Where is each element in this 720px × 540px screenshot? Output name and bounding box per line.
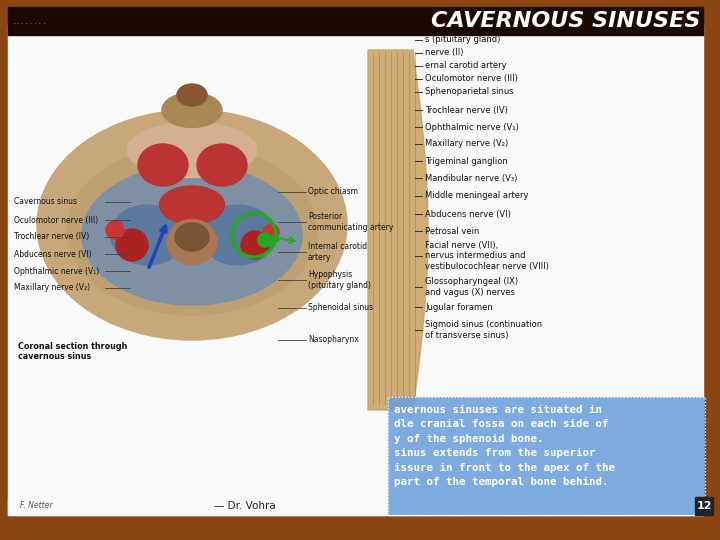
Text: 12: 12 — [696, 501, 712, 511]
Text: Petrosal vein: Petrosal vein — [425, 226, 480, 235]
Text: Facial nerve (VII),
nervus intermedius and
vestibulocochlear nerve (VIII): Facial nerve (VII), nervus intermedius a… — [425, 241, 549, 271]
Text: Trigeminal ganglion: Trigeminal ganglion — [425, 157, 508, 165]
Text: Oculomotor nerve (III): Oculomotor nerve (III) — [425, 75, 518, 84]
Bar — [8, 7, 703, 35]
Ellipse shape — [82, 165, 302, 305]
Ellipse shape — [106, 221, 124, 239]
Text: Coronal section through
cavernous sinus: Coronal section through cavernous sinus — [18, 342, 127, 361]
Text: Nasopharynx: Nasopharynx — [308, 335, 359, 345]
Text: avernous sinuses are situated in
dle cranial fossa on each side of
y of the sphe: avernous sinuses are situated in dle cra… — [394, 405, 615, 487]
Ellipse shape — [162, 92, 222, 127]
Text: F. Netter: F. Netter — [20, 502, 53, 510]
Text: Ophthalmic nerve (V₁): Ophthalmic nerve (V₁) — [425, 123, 519, 132]
Circle shape — [258, 233, 272, 247]
Text: Glossopharyngeal (IX)
and vagus (X) nerves: Glossopharyngeal (IX) and vagus (X) nerv… — [425, 278, 518, 296]
Ellipse shape — [37, 110, 347, 340]
Polygon shape — [368, 50, 428, 410]
Ellipse shape — [241, 231, 269, 259]
Text: Maxillary nerve (V₂): Maxillary nerve (V₂) — [14, 284, 90, 293]
Text: Middle meningeal artery: Middle meningeal artery — [425, 192, 528, 200]
Ellipse shape — [263, 224, 279, 240]
Bar — [8, 497, 703, 515]
Text: Trochlear nerve (IV): Trochlear nerve (IV) — [425, 105, 508, 114]
Ellipse shape — [138, 144, 188, 186]
Ellipse shape — [116, 229, 148, 261]
Text: Cavernous sinus: Cavernous sinus — [14, 198, 77, 206]
Ellipse shape — [67, 145, 317, 315]
Text: Hypophysis
(pituitary gland): Hypophysis (pituitary gland) — [308, 271, 371, 289]
Text: Oculomotor nerve (III): Oculomotor nerve (III) — [14, 215, 98, 225]
Bar — [695, 497, 713, 515]
Text: s (pituitary gland): s (pituitary gland) — [425, 36, 500, 44]
Text: ernal carotid artery: ernal carotid artery — [425, 62, 507, 71]
Text: Sphenoparietal sinus: Sphenoparietal sinus — [425, 87, 513, 97]
Ellipse shape — [177, 84, 207, 106]
Text: Posterior
communicating artery: Posterior communicating artery — [308, 212, 393, 232]
Ellipse shape — [110, 205, 186, 265]
Text: Sigmoid sinus (continuation
of transverse sinus): Sigmoid sinus (continuation of transvers… — [425, 320, 542, 340]
Ellipse shape — [127, 123, 257, 178]
FancyBboxPatch shape — [388, 397, 705, 515]
Text: Ophthalmic nerve (V₁): Ophthalmic nerve (V₁) — [14, 267, 99, 275]
Text: Maxillary nerve (V₂): Maxillary nerve (V₂) — [425, 139, 508, 148]
Text: .. . . . . . .: .. . . . . . . — [14, 19, 45, 25]
Text: Abducens nerve (VI): Abducens nerve (VI) — [425, 210, 511, 219]
Ellipse shape — [175, 223, 209, 251]
Ellipse shape — [160, 186, 225, 224]
Text: Trochlear nerve (IV): Trochlear nerve (IV) — [14, 233, 89, 241]
Text: Mandibular nerve (V₃): Mandibular nerve (V₃) — [425, 173, 518, 183]
Text: Optic chiasm: Optic chiasm — [308, 187, 358, 197]
Text: Sphenoidal sinus: Sphenoidal sinus — [308, 303, 373, 313]
Text: nerve (II): nerve (II) — [425, 49, 464, 57]
Ellipse shape — [200, 205, 276, 265]
Text: — Dr. Vohra: — Dr. Vohra — [214, 501, 276, 511]
Ellipse shape — [167, 219, 217, 265]
Text: Internal carotid
artery: Internal carotid artery — [308, 242, 367, 262]
Text: CAVERNOUS SINUSES: CAVERNOUS SINUSES — [431, 11, 700, 31]
Text: Jugular foramen: Jugular foramen — [425, 302, 492, 312]
Text: Abducens nerve (VI): Abducens nerve (VI) — [14, 249, 91, 259]
Ellipse shape — [197, 144, 247, 186]
